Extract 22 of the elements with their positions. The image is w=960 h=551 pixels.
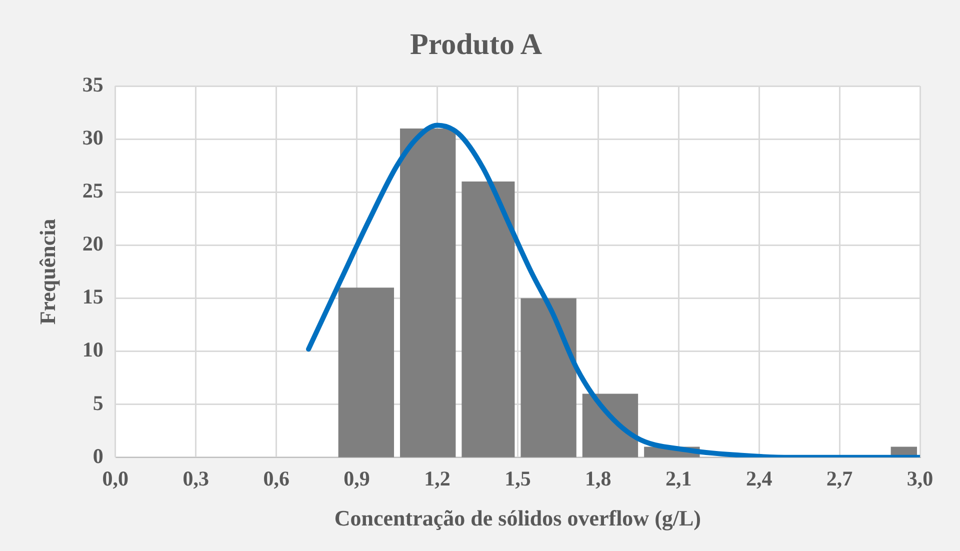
y-tick-label: 15	[82, 284, 104, 309]
y-tick-label: 25	[82, 178, 104, 203]
x-tick-label: 2,4	[746, 466, 773, 490]
x-tick-label: 2,7	[826, 466, 853, 490]
y-tick-label: 10	[82, 338, 104, 362]
y-tick-label: 30	[82, 125, 104, 150]
y-tick-label: 5	[92, 390, 104, 415]
x-tick-label: 1,5	[504, 466, 531, 490]
x-tick-label: 0,0	[102, 466, 129, 490]
x-tick-label: 0,9	[344, 466, 370, 490]
y-tick-label: 0	[92, 444, 104, 468]
y-tick-label: 20	[82, 232, 104, 256]
y-axis-title: Frequência	[34, 218, 60, 325]
x-tick-label: 0,6	[263, 466, 290, 490]
x-tick-label: 3,0	[906, 466, 934, 490]
x-tick-label: 0,3	[182, 466, 209, 490]
y-tick-label: 35	[82, 72, 104, 96]
x-axis-title: Concentração de sólidos overflow (g/L)	[334, 505, 702, 530]
x-tick-label: 1,2	[424, 466, 450, 490]
chart-title: Produto A	[410, 28, 542, 61]
x-tick-label: 2,1	[665, 466, 692, 490]
x-tick-label: 1,8	[585, 466, 612, 490]
